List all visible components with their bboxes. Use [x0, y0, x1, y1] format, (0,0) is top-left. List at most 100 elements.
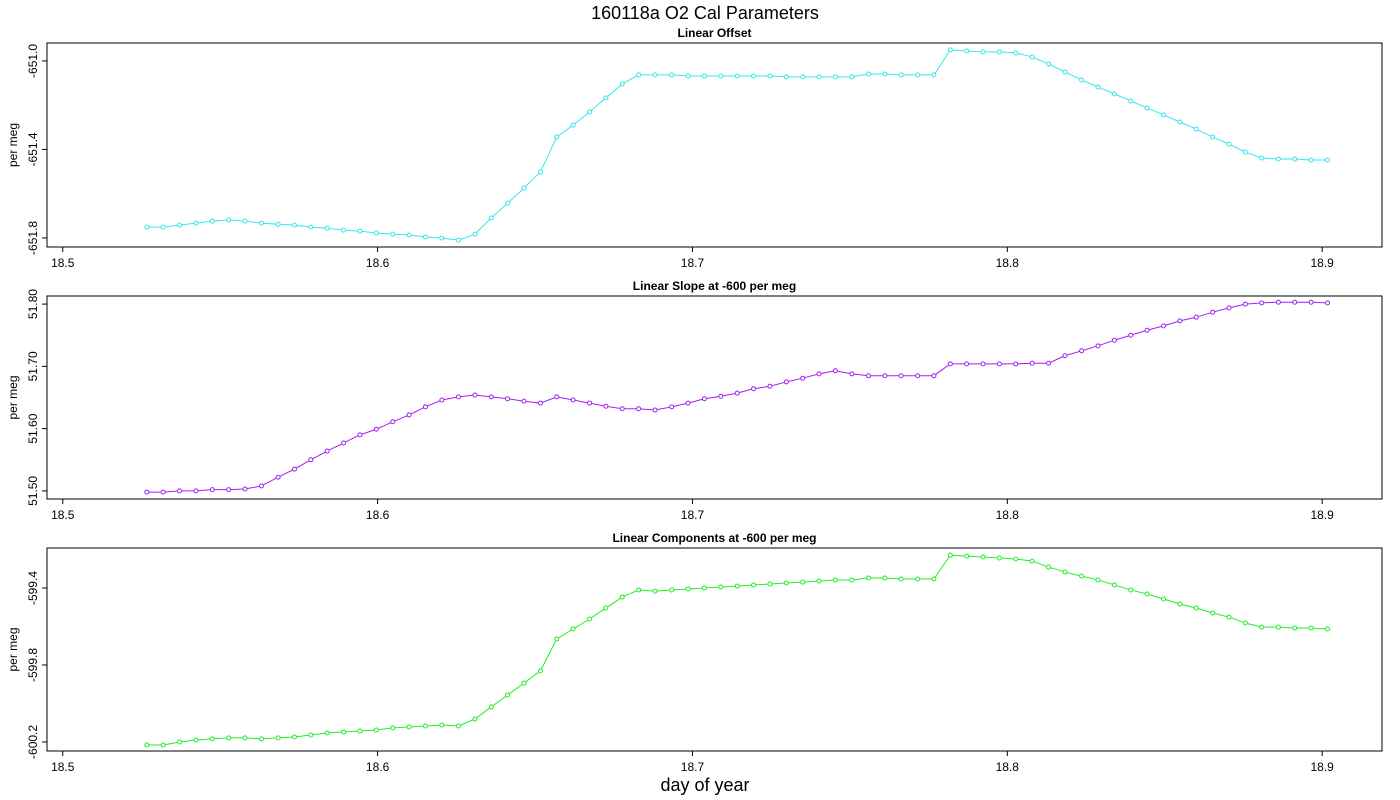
- data-point: [636, 587, 642, 593]
- x-tick-label: 18.8: [996, 760, 1020, 774]
- data-point: [636, 72, 642, 78]
- data-point: [324, 225, 330, 231]
- data-point: [456, 394, 462, 400]
- data-point: [1275, 624, 1281, 630]
- y-axis-label: per meg: [6, 627, 20, 671]
- data-point: [422, 723, 428, 729]
- data-point: [865, 373, 871, 379]
- data-point: [603, 95, 609, 101]
- data-point: [898, 373, 904, 379]
- data-point: [718, 584, 724, 590]
- data-point: [373, 426, 379, 432]
- data-point: [472, 716, 478, 722]
- data-point: [1029, 360, 1035, 366]
- y-tick-label: -651.0: [26, 44, 40, 78]
- x-tick-label: 18.6: [366, 508, 390, 522]
- data-point: [291, 734, 297, 740]
- data-point: [587, 400, 593, 406]
- data-point: [258, 736, 264, 742]
- data-point: [144, 224, 150, 230]
- y-tick-label: 51.60: [26, 413, 40, 443]
- data-point: [1193, 605, 1199, 611]
- data-point: [751, 73, 757, 79]
- y-tick-label: -599.8: [26, 648, 40, 682]
- data-point: [1111, 337, 1117, 343]
- data-point: [980, 361, 986, 367]
- data-point: [341, 729, 347, 735]
- data-point: [1177, 601, 1183, 607]
- data-point: [1062, 353, 1068, 359]
- data-point: [1144, 105, 1150, 111]
- data-point: [1029, 54, 1035, 60]
- data-point: [144, 489, 150, 495]
- data-point: [291, 222, 297, 228]
- suptitle: 160118a O2 Cal Parameters: [591, 3, 819, 23]
- y-axis-label: per meg: [6, 375, 20, 419]
- data-point: [1160, 112, 1166, 118]
- panel-title: Linear Slope at -600 per meg: [633, 279, 796, 293]
- data-point: [1210, 309, 1216, 315]
- data-point: [1292, 299, 1298, 305]
- data-point: [816, 371, 822, 377]
- data-point: [1095, 577, 1101, 583]
- data-point: [422, 404, 428, 410]
- data-point: [718, 393, 724, 399]
- data-point: [783, 379, 789, 385]
- data-point: [209, 218, 215, 224]
- data-point: [1046, 564, 1052, 570]
- data-point: [1128, 98, 1134, 104]
- data-point: [505, 692, 511, 698]
- data-point: [537, 169, 543, 175]
- data-point: [800, 74, 806, 80]
- data-point: [1095, 343, 1101, 349]
- data-point: [1144, 591, 1150, 597]
- x-tick-label: 18.8: [996, 256, 1020, 270]
- data-point: [882, 575, 888, 581]
- data-point: [177, 222, 183, 228]
- data-point: [226, 735, 232, 741]
- data-point: [1193, 126, 1199, 132]
- data-point: [701, 585, 707, 591]
- data-point: [1292, 156, 1298, 162]
- data-point: [849, 74, 855, 80]
- x-tick-label: 18.9: [1310, 256, 1334, 270]
- y-tick-label: -600.2: [26, 725, 40, 759]
- data-point: [832, 577, 838, 583]
- data-point: [619, 81, 625, 87]
- data-point: [996, 49, 1002, 55]
- data-point: [324, 730, 330, 736]
- data-point: [456, 237, 462, 243]
- data-point: [554, 394, 560, 400]
- data-point: [619, 594, 625, 600]
- data-point: [783, 580, 789, 586]
- data-point: [980, 554, 986, 560]
- x-tick-label: 18.8: [996, 508, 1020, 522]
- data-point: [898, 72, 904, 78]
- data-point: [209, 736, 215, 742]
- data-point: [931, 576, 937, 582]
- data-point: [341, 227, 347, 233]
- data-point: [669, 72, 675, 78]
- data-point: [603, 403, 609, 409]
- data-point: [390, 725, 396, 731]
- x-tick-label: 18.7: [681, 508, 705, 522]
- data-point: [947, 361, 953, 367]
- data-point: [652, 588, 658, 594]
- data-point: [718, 73, 724, 79]
- data-point: [882, 373, 888, 379]
- data-point: [1095, 84, 1101, 90]
- data-point: [931, 72, 937, 78]
- data-point: [800, 579, 806, 585]
- data-point: [964, 553, 970, 559]
- data-point: [308, 732, 314, 738]
- data-point: [193, 737, 199, 743]
- data-point: [341, 440, 347, 446]
- data-point: [521, 185, 527, 191]
- data-point: [505, 200, 511, 206]
- x-tick-label: 18.9: [1310, 760, 1334, 774]
- data-point: [505, 396, 511, 402]
- data-point: [701, 396, 707, 402]
- data-point: [570, 397, 576, 403]
- data-point: [832, 368, 838, 374]
